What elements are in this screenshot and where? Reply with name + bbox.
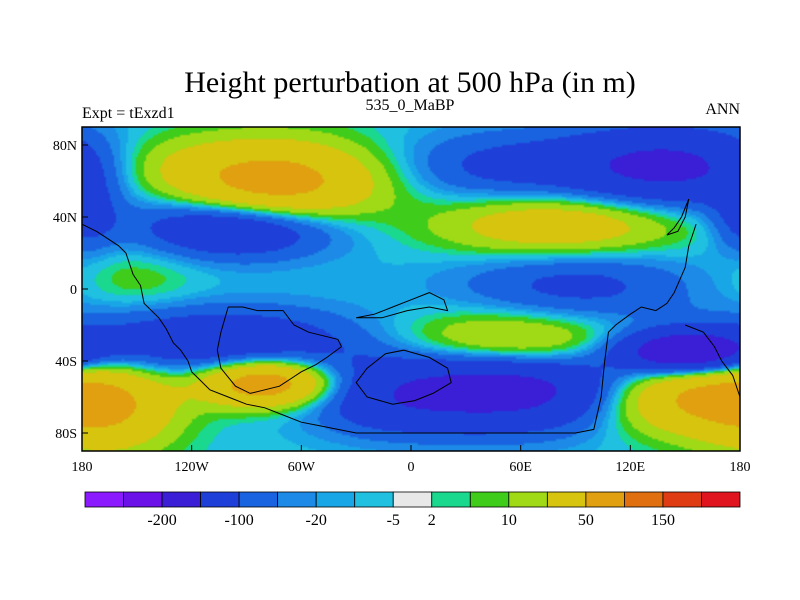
- colorbar-swatch: [662, 491, 702, 508]
- x-tick-label: 120E: [616, 460, 646, 475]
- x-tick-label: 60E: [509, 460, 532, 475]
- x-tick-label: 0: [408, 460, 415, 475]
- colorbar-label: -200: [147, 512, 176, 529]
- case-label: 535_0_MaBP: [366, 97, 455, 114]
- coastline-0: [82, 223, 697, 434]
- colorbar-label: 150: [651, 512, 675, 529]
- colorbar-swatch: [315, 491, 356, 508]
- colorbar-label: 2: [428, 512, 436, 529]
- colorbar-label: -20: [306, 512, 327, 529]
- coastline-3: [356, 292, 449, 319]
- y-tick-label: 80S: [55, 427, 77, 442]
- y-tick-label: 0: [70, 283, 77, 298]
- colorbar-swatch: [701, 491, 741, 508]
- y-tick-label: 40S: [55, 355, 77, 370]
- height-field-heatmap: [82, 127, 740, 451]
- y-tick-label: 40N: [53, 211, 77, 226]
- colorbar-swatch: [392, 491, 433, 508]
- season-label: ANN: [705, 101, 740, 118]
- coastline-5: [685, 324, 740, 398]
- colorbar-label: -100: [224, 512, 253, 529]
- colorbar-swatch: [277, 491, 317, 508]
- coastlines: [82, 198, 740, 434]
- colorbar-swatch: [585, 491, 625, 508]
- colorbar-swatch: [238, 491, 279, 508]
- x-axis: 180 120W 60W 0 60E 120E 180: [72, 445, 751, 475]
- colorbar-swatch: [431, 491, 471, 508]
- x-tick-label: 180: [72, 460, 93, 475]
- colorbar-label: 50: [578, 512, 594, 529]
- colorbar-swatch: [546, 491, 587, 508]
- colorbar-swatch: [123, 491, 163, 508]
- colorbar-swatch: [469, 491, 510, 508]
- x-tick-label: 180: [730, 460, 751, 475]
- colorbar: -200 -100 -20 -5 2 10 50 150: [84, 491, 741, 529]
- colorbar-swatch: [200, 491, 240, 508]
- chart-title: Height perturbation at 500 hPa (in m): [184, 66, 636, 99]
- colorbar-swatch: [161, 491, 201, 508]
- colorbar-label: 10: [501, 512, 517, 529]
- y-axis: 80N 40N 0 40S 80S: [53, 139, 88, 442]
- x-tick-label: 60W: [288, 460, 316, 475]
- colorbar-swatch: [624, 491, 664, 508]
- y-tick-label: 80N: [53, 139, 77, 154]
- colorbar-swatch: [354, 491, 394, 508]
- coastline-4: [666, 198, 690, 236]
- coastline-1: [216, 306, 343, 394]
- coastline-2: [355, 349, 452, 405]
- x-tick-label: 120W: [175, 460, 210, 475]
- colorbar-label: -5: [387, 512, 400, 529]
- colorbar-swatch: [84, 491, 124, 508]
- experiment-label: Expt = tExzd1: [82, 105, 175, 122]
- colorbar-swatch: [508, 491, 548, 508]
